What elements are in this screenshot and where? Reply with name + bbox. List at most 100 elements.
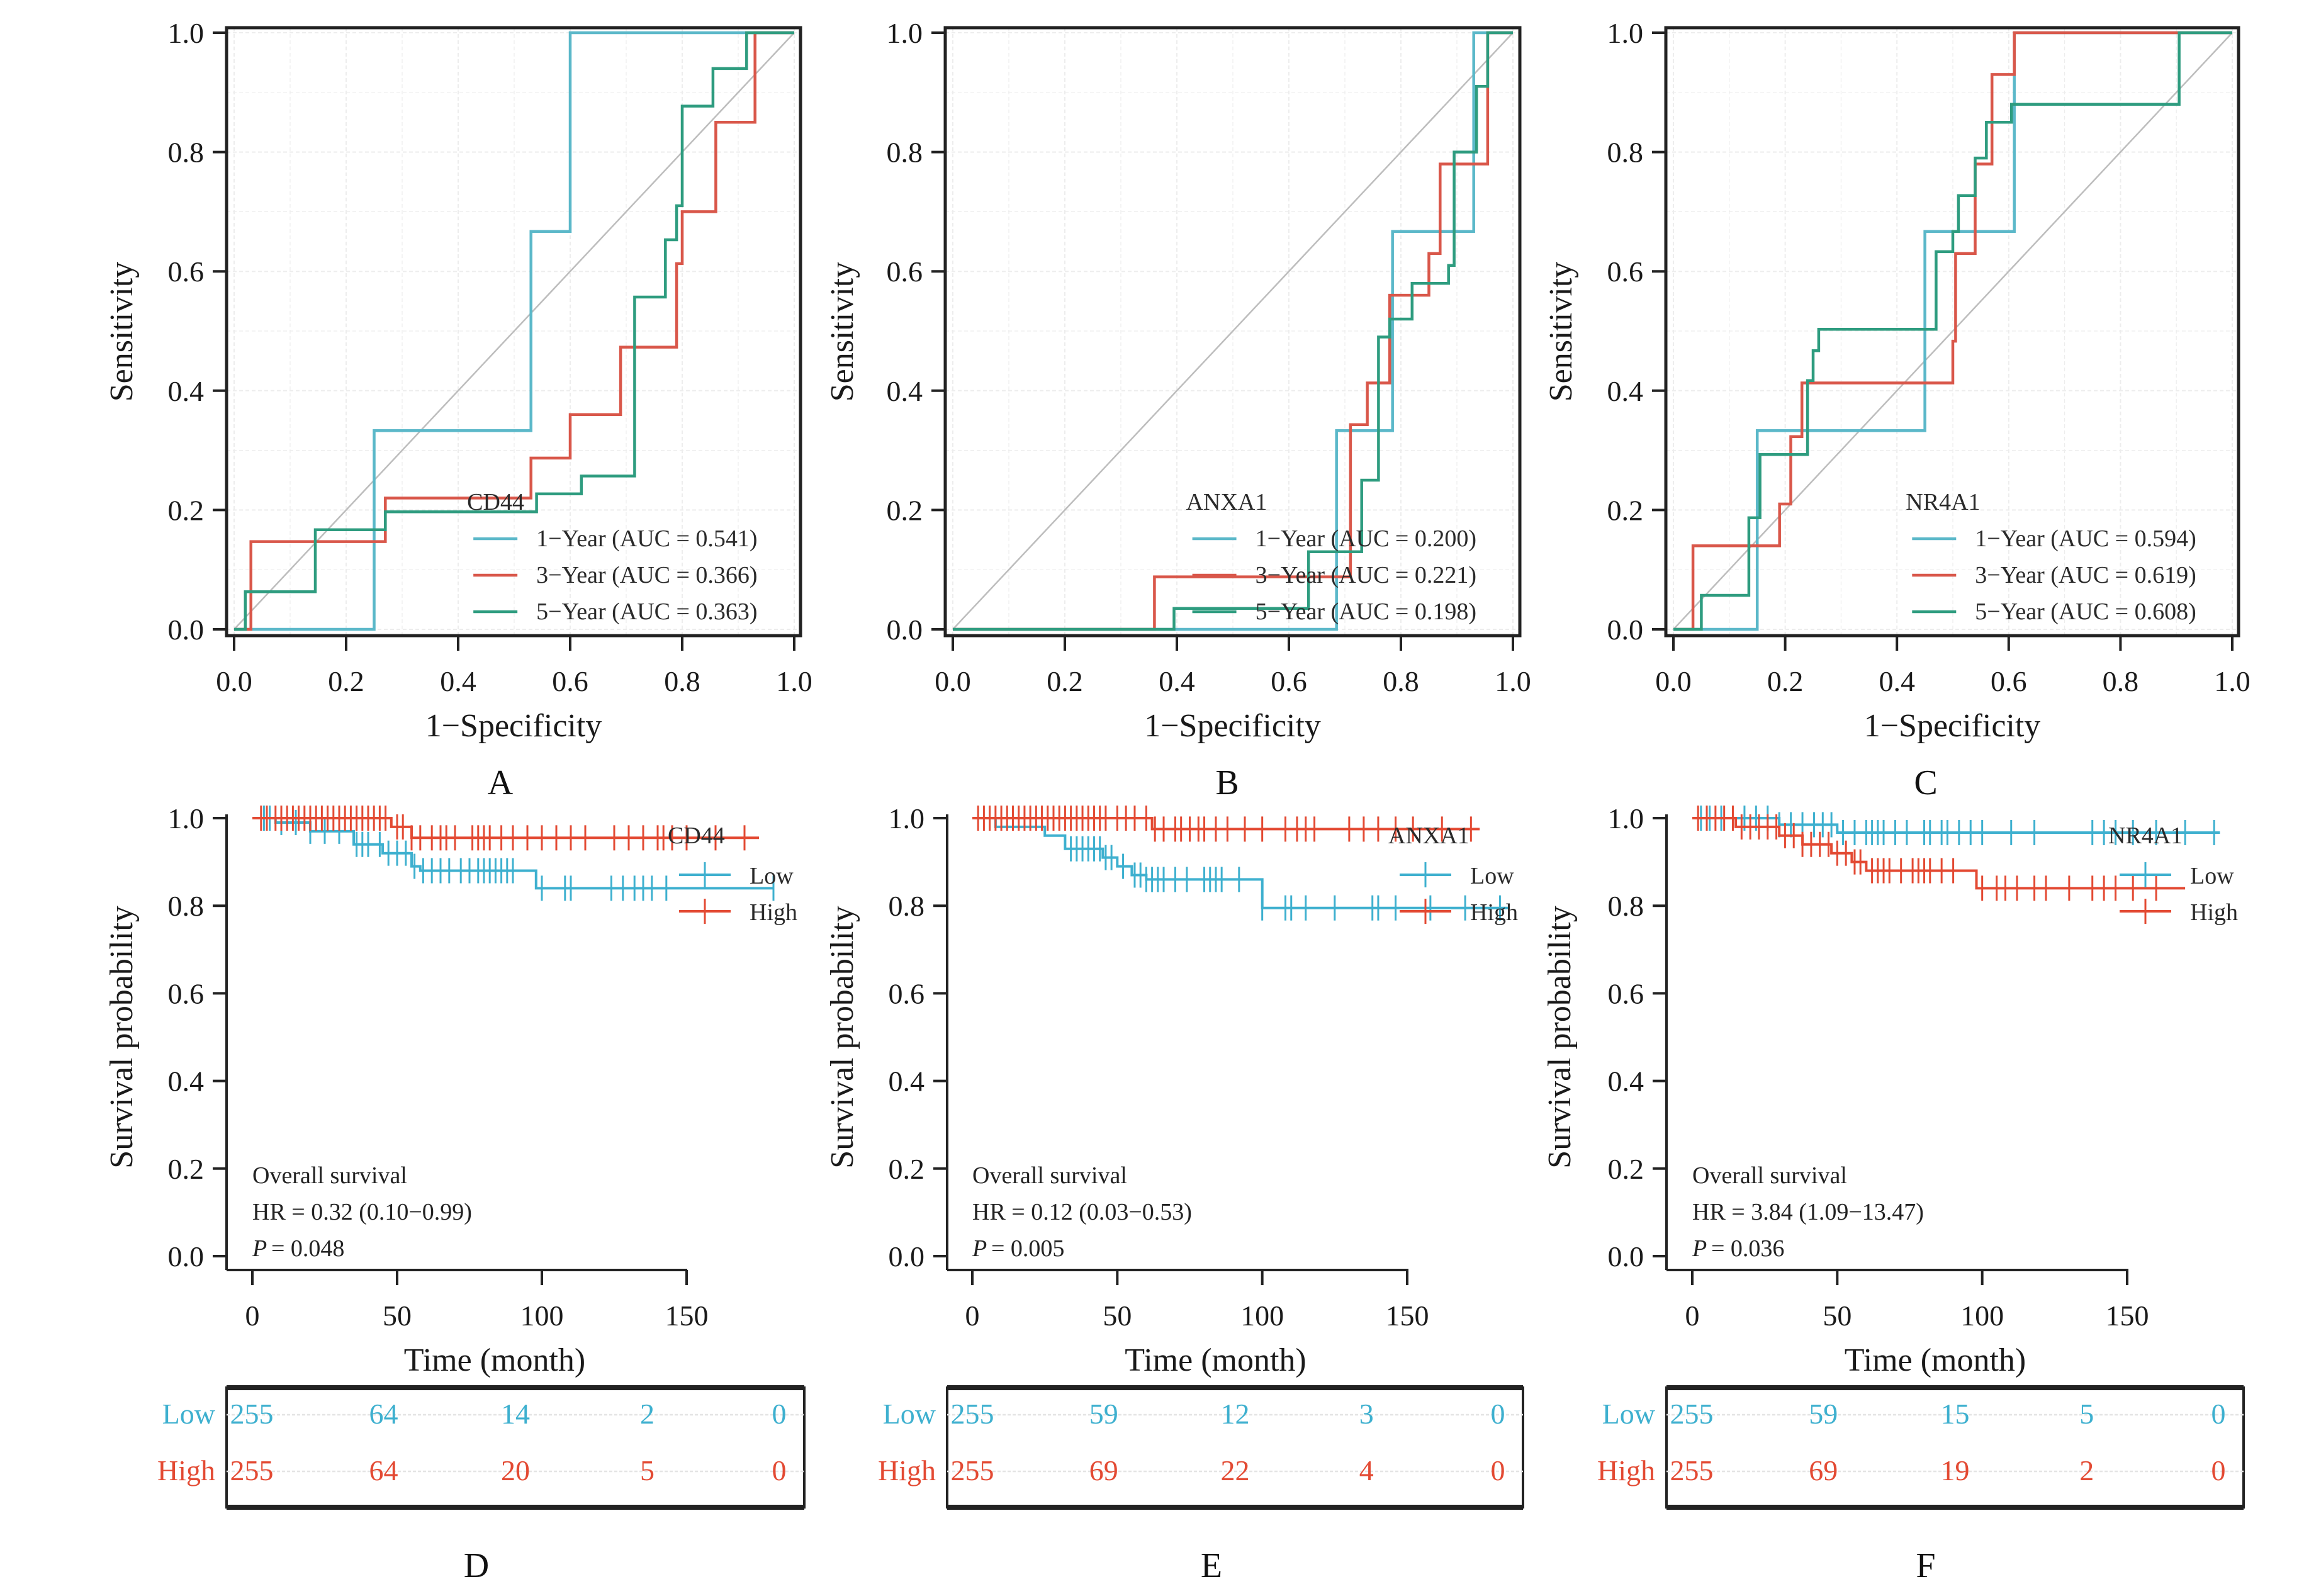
stats-title: Overall survival <box>252 1162 407 1189</box>
x-tick-label: 0 <box>1685 1300 1700 1332</box>
roc-panels: 0.0 0.2 0.4 0.6 0.8 1.0 0.0 0.2 0.4 0.6 0.8 1.0 1−Sp… <box>104 17 2251 802</box>
risk-count-low: 59 <box>1809 1398 1838 1430</box>
x-tick-label: 100 <box>1240 1300 1284 1332</box>
y-tick-label: 0.2 <box>889 1153 925 1185</box>
p-value: = 0.036 <box>1711 1235 1784 1262</box>
x-tick-label: 0.8 <box>664 665 700 697</box>
hazard-ratio: HR = 3.84 (1.09−13.47) <box>1692 1199 1924 1225</box>
km-curve-high <box>972 817 1480 831</box>
p-value: = 0.048 <box>271 1235 344 1262</box>
roc-curve-5yr <box>1673 31 2232 631</box>
roc-curve-3yr <box>1673 31 2232 631</box>
reference-diagonal <box>952 32 1514 630</box>
plot-frame <box>943 26 1522 638</box>
risk-count-high: 69 <box>1809 1454 1838 1486</box>
p-label: P <box>972 1235 987 1262</box>
roc-curve-5yr <box>234 31 794 631</box>
y-tick-label: 0.0 <box>887 614 923 646</box>
x-tick-label: 0.8 <box>1383 665 1419 697</box>
y-tick-label: 0.6 <box>889 977 925 1009</box>
x-tick-label: 0.6 <box>1271 665 1307 697</box>
km-curve-high <box>1692 817 2186 890</box>
plot-frame <box>1664 26 2240 638</box>
y-tick-label: 0.2 <box>1607 494 1644 526</box>
x-tick-label: 0.0 <box>935 665 971 697</box>
risk-table-frame <box>946 1386 1524 1509</box>
panel-letter: F <box>1916 1546 1935 1585</box>
y-axis-title: Survival probability <box>104 906 140 1168</box>
x-axis-title: 1−Specificity <box>1144 708 1321 744</box>
stats-title: Overall survival <box>1692 1162 1847 1189</box>
plot-frame <box>225 26 802 638</box>
risk-count-low: 3 <box>1359 1398 1374 1430</box>
risk-count-high: 4 <box>1359 1454 1374 1486</box>
legend-entry: Low <box>750 863 794 889</box>
risk-row-label-low: Low <box>1602 1398 1656 1430</box>
risk-count-low: 0 <box>1491 1398 1505 1430</box>
x-tick-label: 0.6 <box>552 665 588 697</box>
risk-count-high: 20 <box>501 1454 530 1486</box>
x-tick-label: 100 <box>1960 1300 2004 1332</box>
risk-count-low: 59 <box>1089 1398 1118 1430</box>
risk-row-label-high: High <box>878 1454 936 1486</box>
risk-count-low: 255 <box>951 1398 994 1430</box>
y-tick-label: 1.0 <box>887 17 923 49</box>
stats-title: Overall survival <box>972 1162 1127 1189</box>
x-tick-label: 0.6 <box>1991 665 2027 697</box>
y-tick-label: 0.0 <box>168 1240 205 1273</box>
risk-count-high: 0 <box>1491 1454 1505 1486</box>
risk-count-low: 15 <box>1941 1398 1970 1430</box>
roc-curve-1yr <box>234 31 794 631</box>
x-tick-label: 0 <box>965 1300 980 1332</box>
y-tick-label: 0.6 <box>168 256 205 288</box>
roc-curve-3yr <box>234 31 794 631</box>
x-tick-label: 0.4 <box>1879 665 1915 697</box>
y-tick-label: 1.0 <box>168 802 205 835</box>
y-tick-label: 0.8 <box>889 890 925 922</box>
risk-row-label-high: High <box>1597 1454 1655 1486</box>
y-tick-label: 0.6 <box>1607 256 1644 288</box>
roc-panel-a: 0.0 0.2 0.4 0.6 0.8 1.0 0.0 0.2 0.4 0.6 0.8 1.0 1−Sp… <box>104 17 812 802</box>
legend-title: CD44 <box>467 489 524 515</box>
y-tick-label: 0.6 <box>1608 977 1644 1009</box>
risk-count-low: 255 <box>1670 1398 1714 1430</box>
y-tick-label: 0.8 <box>1607 137 1644 169</box>
y-tick-label: 0.2 <box>168 494 205 526</box>
y-axis-title: Sensitivity <box>104 262 140 402</box>
panel-letter: B <box>1215 763 1239 802</box>
risk-count-low: 64 <box>369 1398 398 1430</box>
risk-count-low: 0 <box>772 1398 787 1430</box>
panel-letter: C <box>1914 763 1937 802</box>
y-tick-label: 1.0 <box>1608 802 1644 835</box>
y-tick-label: 0.8 <box>168 890 205 922</box>
km-curve-low <box>1692 817 2220 834</box>
legend-entry: High <box>750 899 797 926</box>
legend-entry: High <box>1470 899 1518 926</box>
y-tick-label: 0.6 <box>168 977 205 1009</box>
y-tick-label: 0.0 <box>168 614 205 646</box>
y-tick-label: 0.2 <box>168 1153 205 1185</box>
y-tick-label: 0.0 <box>1607 614 1644 646</box>
y-tick-label: 0.4 <box>1607 375 1644 407</box>
x-tick-label: 0.2 <box>1767 665 1804 697</box>
x-tick-label: 0.8 <box>2103 665 2139 697</box>
risk-count-high: 255 <box>951 1454 994 1486</box>
y-tick-label: 1.0 <box>168 17 205 49</box>
x-tick-label: 1.0 <box>1495 665 1531 697</box>
risk-count-low: 14 <box>501 1398 530 1430</box>
risk-count-low: 0 <box>2211 1398 2226 1430</box>
x-axis-title: 1−Specificity <box>425 708 602 744</box>
y-tick-label: 1.0 <box>1607 17 1644 49</box>
hazard-ratio: HR = 0.32 (0.10−0.99) <box>252 1199 472 1225</box>
y-tick-label: 0.2 <box>887 494 923 526</box>
y-tick-label: 0.4 <box>1608 1065 1644 1098</box>
risk-table-frame <box>1665 1386 2245 1509</box>
legend-entry: 1−Year (AUC = 0.200) <box>1256 525 1476 552</box>
roc-panel-c: 0.0 0.2 0.4 0.6 0.8 1.0 0.0 0.2 0.4 0.6 0.8 1.0 1−Sp… <box>1543 17 2251 802</box>
risk-count-high: 22 <box>1221 1454 1250 1486</box>
hazard-ratio: HR = 0.12 (0.03−0.53) <box>972 1199 1192 1225</box>
risk-count-high: 255 <box>230 1454 274 1486</box>
